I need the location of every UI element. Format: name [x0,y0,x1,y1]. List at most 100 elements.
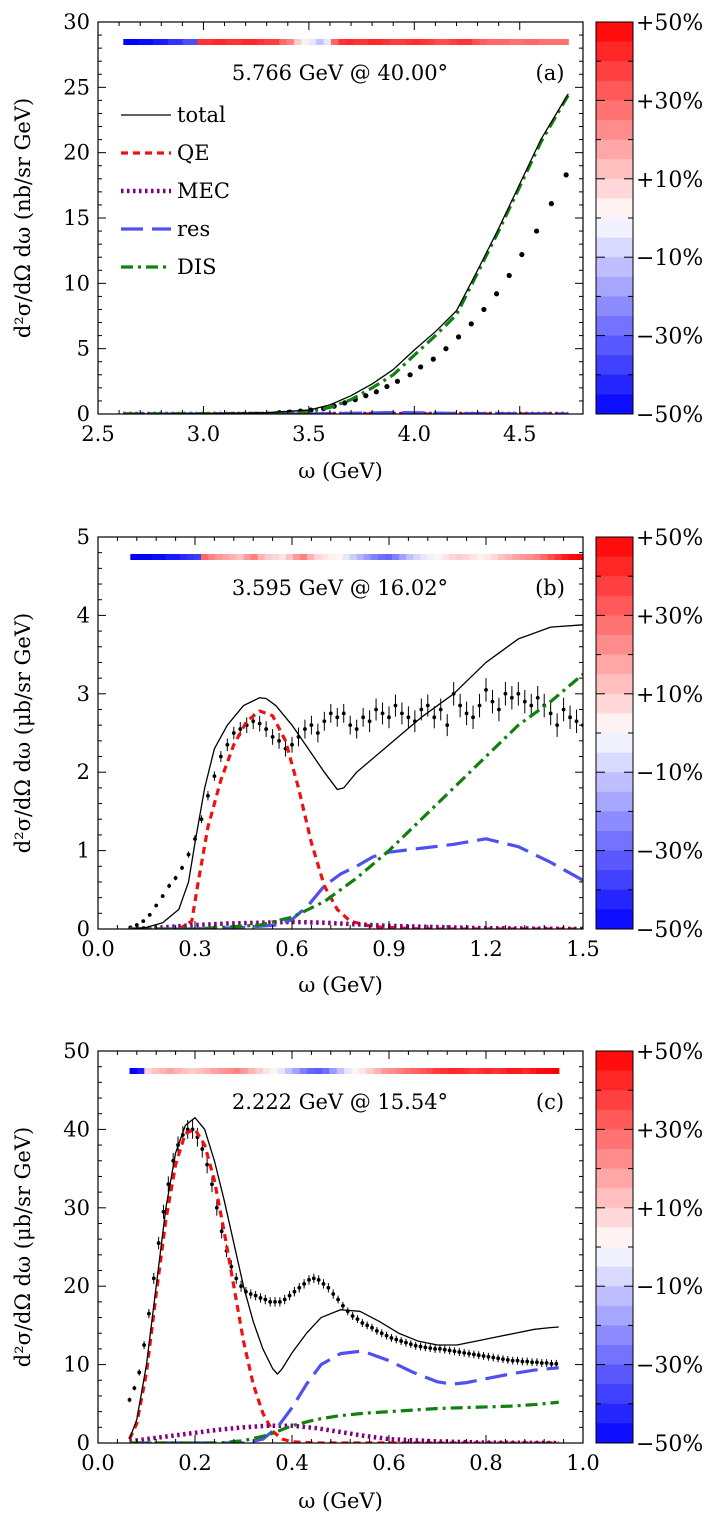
data-point [302,1281,307,1286]
colorbar-bin [596,1188,633,1209]
deviation-strip-cell [395,1068,404,1074]
deviation-strip-cell [427,39,436,45]
deviation-strip-cell [250,554,259,560]
legend-label: DIS [177,255,217,279]
data-point [322,719,327,724]
data-point [290,742,294,747]
deviation-strip-cell [338,39,347,45]
deviation-strip-cell [508,39,517,45]
data-point [268,1299,273,1304]
deviation-strip-cell [442,39,451,45]
colorbar-bin [596,635,633,656]
deviation-strip-cell [441,554,450,560]
colorbar-tick-label: −30% [636,1354,703,1379]
panel-0: 2.5 3.0 3.5 4.0 4.5 0 5 10 15 20 25 30 ω (GeV) d²σ/dΩ… [11,10,703,483]
data-point [423,1345,428,1350]
data-point [239,1284,243,1289]
deviation-strip-cell [434,39,443,45]
colorbar-tick-label: −10% [636,761,703,786]
data-point [273,1299,277,1304]
deviation-strip-cell [286,39,295,45]
y-axis-label: d²σ/dΩ dω (μb/sr GeV) [11,1127,35,1367]
deviation-strip-cell [349,554,358,560]
deviation-strip-cell [179,554,188,560]
data-point [341,1303,345,1308]
data-point [154,903,159,908]
data-point [270,735,275,739]
deviation-strip-cell [293,39,302,45]
series-mec-line [130,919,583,929]
colorbar-bin [596,1070,633,1091]
data-point [127,1397,132,1402]
data-point [539,1361,544,1365]
data-point [505,1357,510,1362]
colorbar-bin [596,595,633,616]
data-point [370,1325,374,1330]
deviation-strip-cell [375,39,384,45]
deviation-strip-cell [166,1068,175,1074]
deviation-strip-cell [448,554,457,560]
deviation-strip-cell [358,1068,367,1074]
data-point [471,1352,476,1357]
data-point [568,715,572,720]
deviation-strip-cell [241,39,250,45]
colorbar-tick-label: −50% [636,403,703,428]
colorbar-bin [596,394,633,415]
data-point [486,1354,491,1359]
data-point [248,1292,253,1296]
data-point [464,711,469,716]
data-point [394,378,401,384]
data-point [151,1276,156,1281]
data-point [231,731,236,735]
data-point [354,727,359,731]
x-tick-label: 0.8 [469,1451,502,1475]
data-point [336,1297,340,1302]
data-point [326,1285,331,1290]
data-point [418,1344,423,1349]
deviation-strip-cell [427,554,436,560]
data-point [501,1357,505,1362]
series-qe-line [128,1127,559,1443]
deviation-strip-cell [464,39,473,45]
data-point [277,738,281,743]
deviation-strip-cell [560,39,569,45]
deviation-strip-cell [523,39,532,45]
panel-tag: (c) [536,1090,564,1114]
kinematics-annotation: 5.766 GeV @ 40.00° [232,61,448,85]
plot-frame [97,1050,584,1444]
colorbar-tick-label: +30% [636,1118,703,1143]
data-point [525,1359,530,1364]
data-point [476,1353,481,1358]
x-tick-label: 1.0 [566,1451,599,1475]
x-axis-label: ω (GeV) [298,459,383,483]
data-point [365,1323,370,1328]
plot-area [127,1116,559,1443]
data-point [219,1229,224,1234]
data-point [548,711,553,716]
data-point [425,703,430,708]
data-point [443,346,449,352]
deviation-strip-cell [491,554,499,560]
deviation-strip-cell [533,554,542,560]
data-point [132,1386,137,1391]
deviation-strip-cell [363,554,372,560]
deviation-strip-cell [538,39,547,45]
colorbar-bin [596,713,633,734]
deviation-strip-cell [278,554,287,560]
deviation-strip-cell [321,1068,330,1074]
series-qe-line [130,709,583,929]
deviation-strip-cell [418,1068,427,1074]
colorbar-bin [596,374,633,395]
deviation-strip-cell [234,39,243,45]
deviation-strip-cell [462,1068,471,1074]
data-point [522,699,527,704]
x-tick-label: 4.0 [398,422,431,446]
x-tick-label: 0.2 [178,1451,211,1475]
data-point [367,719,372,724]
data-point [477,703,482,708]
deviation-strip-cell [186,554,195,560]
data-point [229,1264,234,1269]
data-point [303,727,307,731]
data-point [563,172,569,178]
deviation-strip-cell [293,554,301,560]
